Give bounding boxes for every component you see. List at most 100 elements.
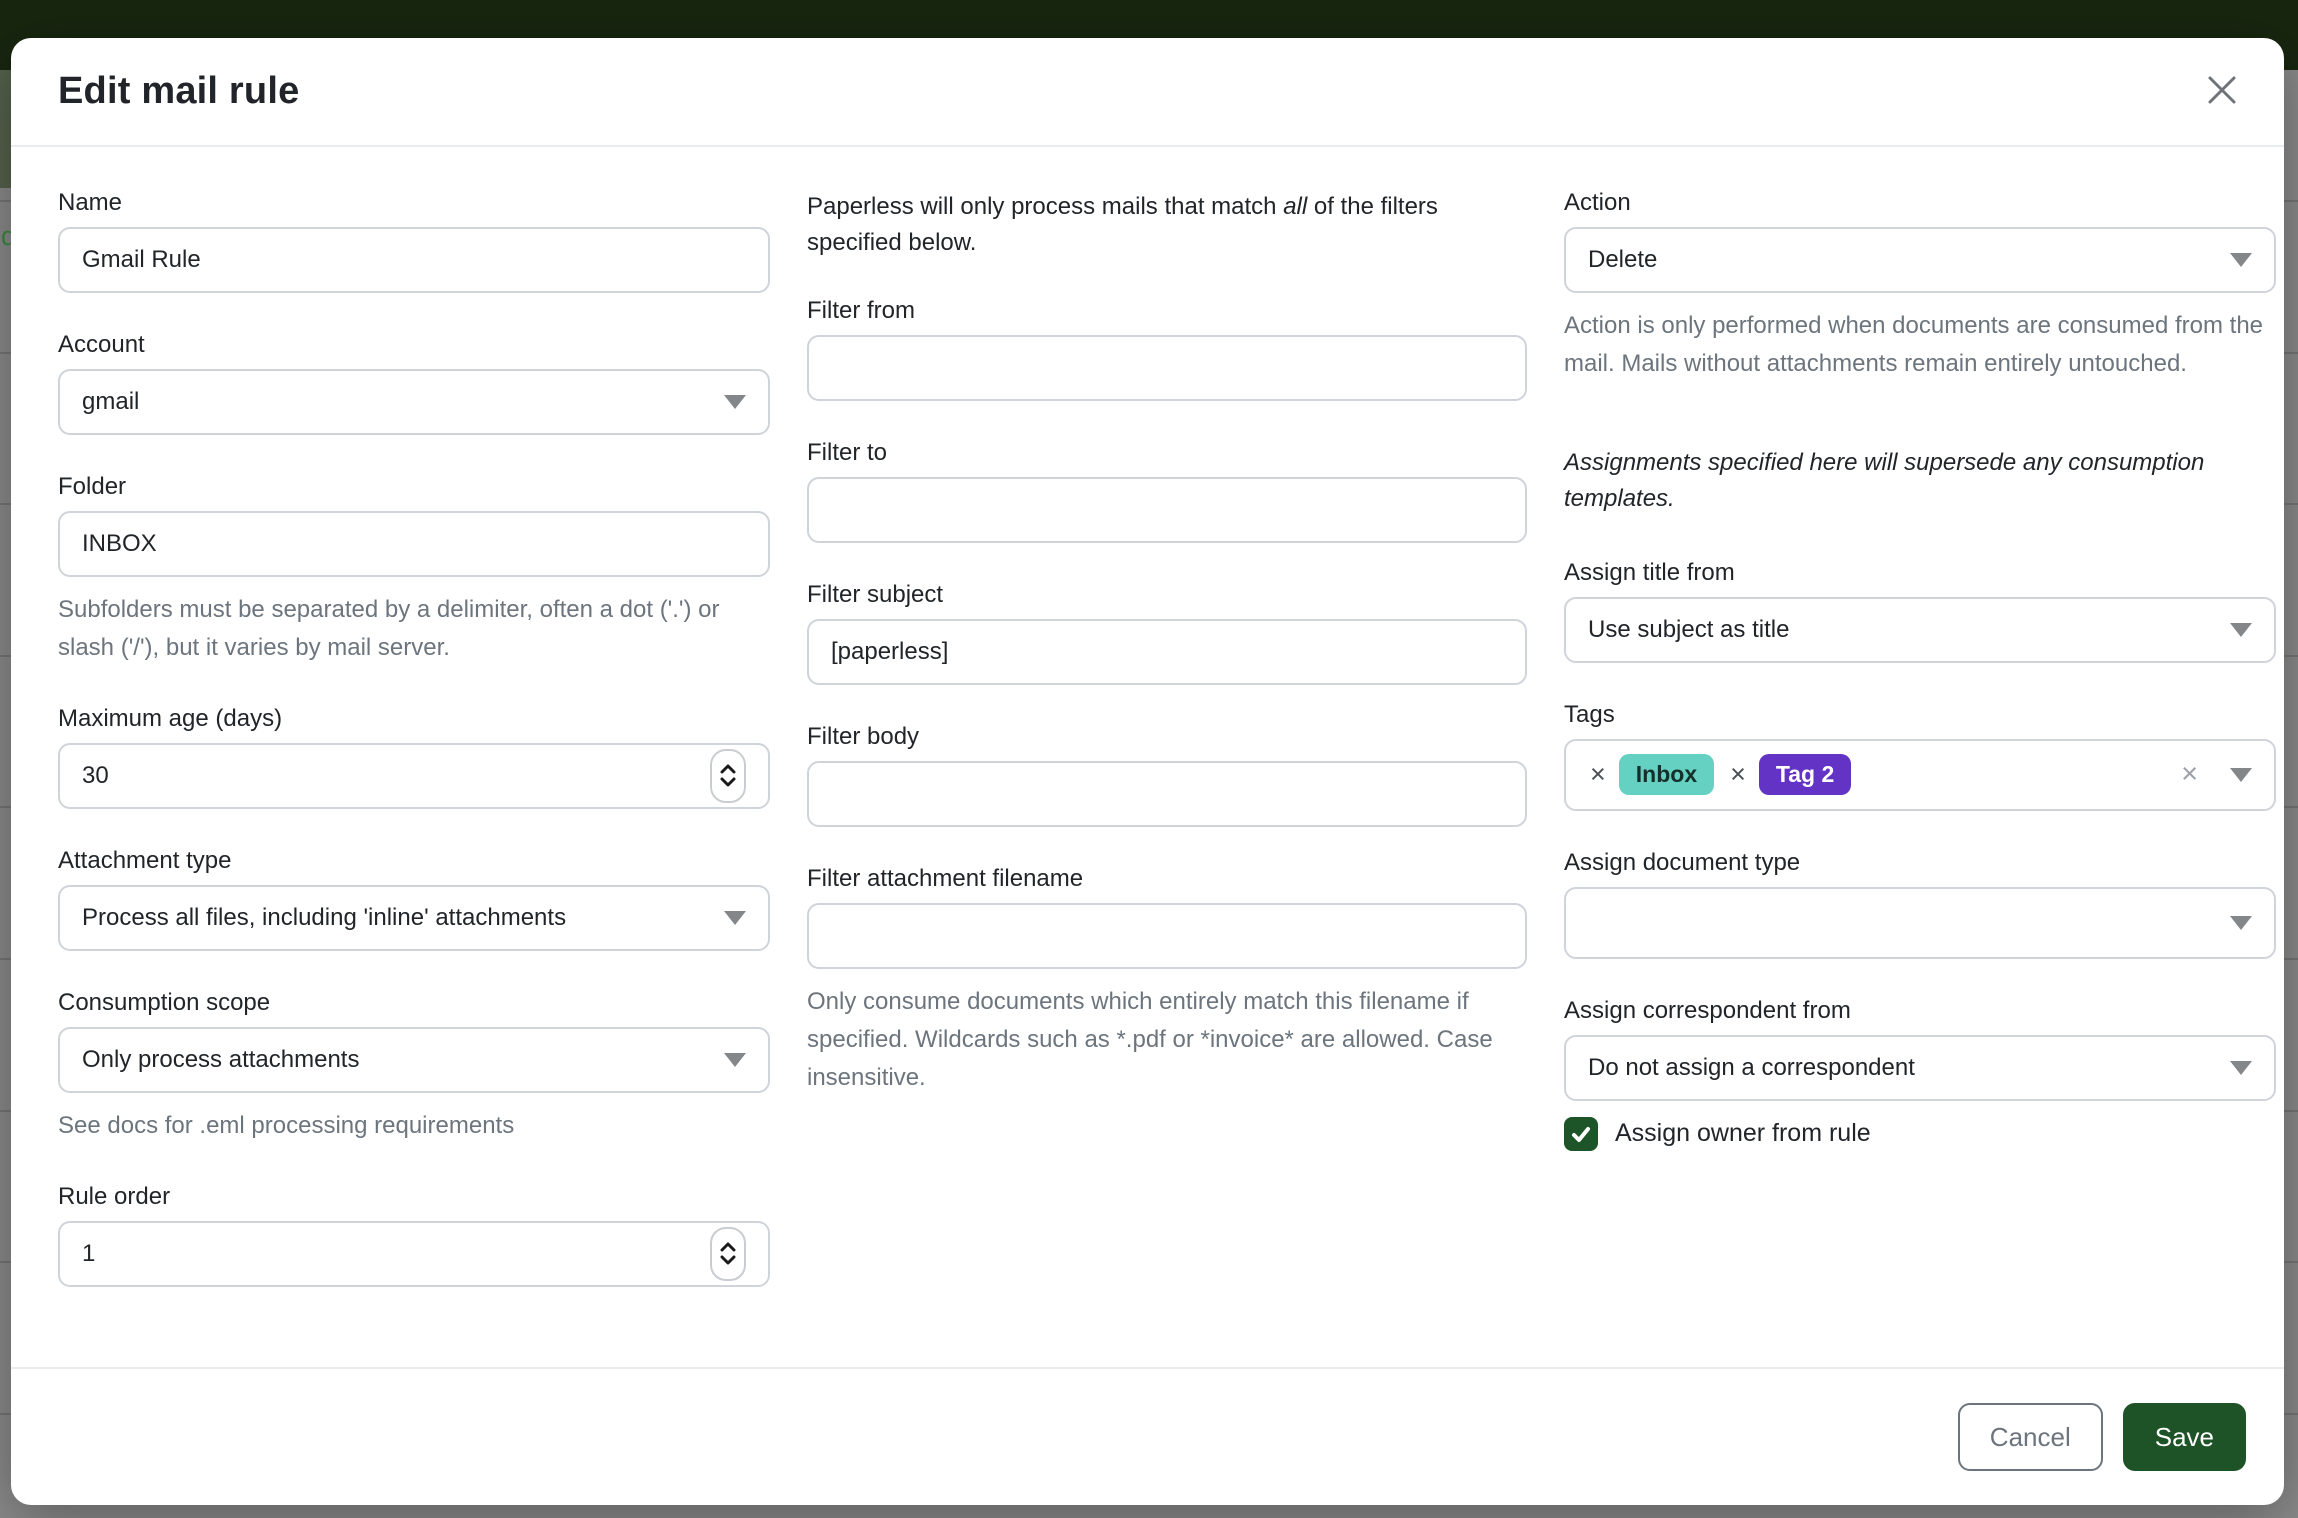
filter-attachment-filename-help-text: Only consume documents which entirely ma… [807, 988, 1493, 1091]
name-label: Name [58, 189, 123, 216]
consumption-scope-help-text: See docs for .eml processing requirement… [58, 1111, 515, 1139]
assign-owner-checkbox[interactable] [1564, 1116, 1598, 1151]
chevron-down-icon [724, 1052, 746, 1067]
chevron-down-icon [2230, 915, 2252, 930]
filters-intro-prefix: Paperless will only process mails that m… [807, 193, 1284, 220]
clear-tags-icon[interactable]: × [2181, 758, 2198, 791]
remove-tag-icon[interactable]: × [1590, 759, 1606, 790]
chevron-down-icon[interactable] [2230, 767, 2252, 782]
filters-intro-emphasis: all [1283, 193, 1308, 220]
filter-body-input[interactable] [807, 761, 1527, 827]
stepper-arrows-icon[interactable] [710, 748, 746, 803]
folder-group: Folder Subfolders must be separated by a… [58, 473, 770, 667]
dialog-title: Edit mail rule [58, 70, 300, 112]
assign-correspondent-group: Assign correspondent from Do not assign … [1564, 997, 2276, 1101]
folder-help-text: Subfolders must be separated by a delimi… [58, 596, 720, 661]
dialog-body: Name Account gmail Folder Subfolders mus… [11, 147, 2284, 1367]
stepper-arrows-icon[interactable] [710, 1226, 746, 1281]
account-group: Account gmail [58, 331, 770, 435]
filter-from-group: Filter from [807, 297, 1527, 401]
attachment-type-group: Attachment type Process all files, inclu… [58, 847, 770, 951]
consumption-scope-label: Consumption scope [58, 988, 271, 1016]
consumption-scope-value: Only process attachments [82, 1045, 360, 1073]
filter-attachment-filename-input[interactable] [807, 903, 1527, 969]
filter-from-label: Filter from [807, 297, 915, 324]
assign-correspondent-value: Do not assign a correspondent [1588, 1053, 1915, 1081]
filter-subject-label: Filter subject [807, 581, 944, 608]
account-select[interactable]: gmail [58, 369, 770, 435]
assign-title-label: Assign title from [1564, 558, 1735, 586]
account-value: gmail [82, 388, 140, 415]
cancel-button[interactable]: Cancel [1957, 1403, 2103, 1471]
chevron-down-icon [724, 910, 746, 925]
tags-select[interactable]: × Inbox × Tag 2 × [1564, 738, 2276, 811]
dialog-header: Edit mail rule [11, 38, 2284, 147]
assignments-note: Assignments specified here will supersed… [1564, 448, 2205, 512]
action-label: Action [1564, 189, 1631, 216]
filter-from-input[interactable] [807, 335, 1527, 401]
folder-label: Folder [58, 473, 127, 500]
filter-to-group: Filter to [807, 439, 1527, 543]
consumption-scope-select[interactable]: Only process attachments [58, 1026, 770, 1093]
assign-document-type-select[interactable] [1564, 886, 2276, 959]
max-age-label: Maximum age (days) [58, 704, 283, 732]
chevron-down-icon [2230, 622, 2252, 637]
action-select[interactable]: Delete [1564, 227, 2276, 293]
column-filters: Paperless will only process mails that m… [807, 189, 1527, 1367]
background-link-fragment: d [1, 221, 12, 251]
chevron-down-icon [724, 395, 746, 409]
max-age-stepper[interactable]: 30 [58, 742, 770, 809]
rule-order-stepper[interactable]: 1 [58, 1220, 770, 1287]
column-general: Name Account gmail Folder Subfolders mus… [58, 189, 770, 1367]
action-value: Delete [1588, 246, 1658, 273]
dialog-footer: Cancel Save [11, 1367, 2284, 1505]
filter-attachment-filename-group: Filter attachment filename Only consume … [807, 865, 1527, 1097]
tag-badge: Inbox [1618, 754, 1715, 796]
chevron-down-icon [2230, 253, 2252, 267]
attachment-type-value: Process all files, including 'inline' at… [82, 903, 567, 931]
filter-body-group: Filter body [807, 723, 1527, 827]
tag-badge: Tag 2 [1758, 754, 1852, 796]
account-label: Account [58, 331, 145, 358]
consumption-scope-group: Consumption scope Only process attachmen… [58, 989, 770, 1145]
assign-owner-row: Assign owner from rule [1564, 1116, 2276, 1151]
rule-order-label: Rule order [58, 1182, 171, 1210]
assign-title-group: Assign title from Use subject as title [1564, 559, 2276, 663]
assign-title-select[interactable]: Use subject as title [1564, 596, 2276, 663]
folder-input[interactable] [58, 511, 770, 577]
column-actions: Action Delete Action is only performed w… [1564, 189, 2276, 1367]
assign-title-value: Use subject as title [1588, 615, 1790, 643]
chevron-down-icon [2230, 1060, 2252, 1075]
name-input[interactable] [58, 227, 770, 293]
close-button[interactable] [2200, 70, 2244, 114]
background-page-fragment [0, 70, 12, 188]
assign-document-type-label: Assign document type [1564, 848, 1801, 876]
attachment-type-label: Attachment type [58, 846, 232, 874]
tags-group: Tags × Inbox × Tag 2 × [1564, 701, 2276, 811]
name-group: Name [58, 189, 770, 293]
assign-owner-label: Assign owner from rule [1615, 1119, 1871, 1148]
filters-intro-text: Paperless will only process mails that m… [807, 189, 1527, 261]
action-help-text: Action is only performed when documents … [1564, 312, 2264, 377]
max-age-group: Maximum age (days) 30 [58, 705, 770, 809]
rule-order-group: Rule order 1 [58, 1183, 770, 1287]
assign-correspondent-select[interactable]: Do not assign a correspondent [1564, 1034, 2276, 1101]
filter-subject-input[interactable] [807, 619, 1527, 685]
attachment-type-select[interactable]: Process all files, including 'inline' at… [58, 884, 770, 951]
assign-correspondent-label: Assign correspondent from [1564, 996, 1851, 1024]
action-group: Action Delete Action is only performed w… [1564, 189, 2276, 383]
filter-attachment-filename-label: Filter attachment filename [807, 865, 1084, 892]
save-button[interactable]: Save [2122, 1403, 2246, 1471]
tags-label: Tags [1564, 700, 1615, 728]
edit-mail-rule-dialog: Edit mail rule Name Account gmail Folder [11, 38, 2284, 1505]
max-age-value: 30 [82, 761, 109, 789]
filter-body-label: Filter body [807, 723, 920, 750]
rule-order-value: 1 [82, 1239, 96, 1267]
close-icon [2203, 71, 2241, 112]
filter-to-input[interactable] [807, 477, 1527, 543]
assign-document-type-group: Assign document type [1564, 849, 2276, 959]
filter-to-label: Filter to [807, 439, 888, 466]
filters-intro-suffix: of the filters specified below. [807, 193, 1438, 256]
remove-tag-icon[interactable]: × [1730, 759, 1746, 790]
filter-subject-group: Filter subject [807, 581, 1527, 685]
